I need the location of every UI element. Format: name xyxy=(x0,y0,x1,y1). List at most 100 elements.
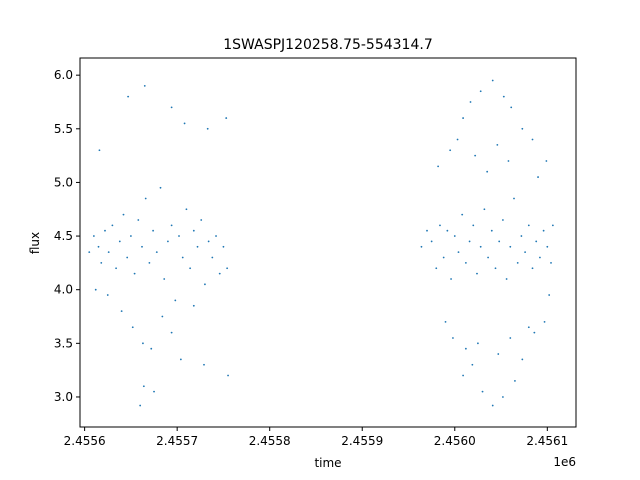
data-point xyxy=(439,224,441,227)
y-tick-label: 5.0 xyxy=(54,175,73,189)
data-point xyxy=(469,101,472,103)
data-point xyxy=(510,106,513,109)
data-point xyxy=(227,374,229,377)
data-point xyxy=(537,176,539,178)
data-point xyxy=(127,95,130,98)
data-point xyxy=(167,240,169,243)
data-point xyxy=(505,278,508,280)
x-tick-label: 2.4561 xyxy=(526,434,568,448)
data-point xyxy=(130,235,132,237)
data-point xyxy=(118,240,121,243)
data-point xyxy=(509,337,512,339)
data-point xyxy=(192,304,195,307)
data-point xyxy=(153,390,155,393)
data-point xyxy=(509,245,512,248)
data-point xyxy=(449,149,452,152)
data-point xyxy=(479,245,482,248)
data-point xyxy=(92,235,95,237)
x-tick-label: 2.4557 xyxy=(156,434,198,448)
data-point xyxy=(535,240,538,243)
data-point xyxy=(88,251,91,254)
data-point xyxy=(502,219,504,221)
y-tick-label: 4.5 xyxy=(54,229,73,243)
data-point xyxy=(222,245,225,248)
data-point xyxy=(444,320,447,323)
data-point xyxy=(150,347,153,350)
data-point xyxy=(183,122,186,125)
x-axis-label: time xyxy=(314,456,341,470)
data-point xyxy=(491,404,494,407)
data-point xyxy=(474,154,477,157)
data-point xyxy=(498,240,501,243)
data-point xyxy=(152,229,155,232)
data-point xyxy=(174,299,177,302)
data-point xyxy=(207,240,210,243)
data-point xyxy=(527,224,530,227)
data-point xyxy=(181,256,184,259)
data-point xyxy=(520,235,523,237)
data-point xyxy=(548,294,551,296)
data-point xyxy=(97,245,100,248)
data-point xyxy=(468,240,471,243)
y-axis-label: flux xyxy=(28,232,42,254)
data-point xyxy=(490,229,493,232)
data-point xyxy=(226,267,229,270)
data-point xyxy=(533,331,536,334)
data-point xyxy=(142,385,145,388)
data-point xyxy=(100,261,103,264)
data-point xyxy=(521,127,524,130)
data-point xyxy=(111,224,114,227)
y-tick-label: 5.5 xyxy=(54,122,73,136)
data-point xyxy=(479,90,482,93)
data-point xyxy=(170,331,173,334)
data-point xyxy=(170,224,173,227)
plot-area-frame xyxy=(79,57,577,428)
data-point xyxy=(189,267,192,270)
x-tick-label: 2.4560 xyxy=(434,434,476,448)
data-point xyxy=(185,208,188,211)
data-point xyxy=(196,245,199,248)
data-point xyxy=(104,229,106,232)
data-point xyxy=(131,326,134,329)
data-point xyxy=(215,235,217,237)
y-tick-label: 6.0 xyxy=(54,68,73,82)
data-point xyxy=(126,256,129,259)
data-point xyxy=(192,229,195,232)
x-tick-label: 2.4559 xyxy=(341,434,383,448)
data-point xyxy=(122,213,125,216)
data-point xyxy=(143,84,146,87)
data-point xyxy=(472,224,475,227)
data-point xyxy=(450,278,452,280)
data-point xyxy=(211,256,214,259)
data-point xyxy=(200,219,203,221)
data-point xyxy=(137,219,140,221)
data-point xyxy=(141,245,143,248)
x-tick-label: 2.4558 xyxy=(249,434,291,448)
data-point xyxy=(481,390,484,393)
data-point xyxy=(457,251,460,254)
y-axis-ticks: 3.0 3.5 4.0 4.5 5.0 5.5 6.0 xyxy=(54,68,80,404)
data-point xyxy=(94,288,97,291)
data-point xyxy=(464,347,467,350)
data-point xyxy=(179,358,182,361)
data-point xyxy=(144,197,147,200)
data-point xyxy=(502,396,504,398)
x-axis-offset-label: 1e6 xyxy=(553,455,576,469)
data-point xyxy=(170,106,173,109)
data-point xyxy=(543,320,546,323)
data-point xyxy=(178,235,180,237)
data-point xyxy=(550,261,552,264)
data-point xyxy=(442,256,445,259)
x-tick-label: 2.4556 xyxy=(64,434,106,448)
data-point xyxy=(430,240,433,243)
data-point xyxy=(107,251,110,254)
data-point xyxy=(546,245,549,248)
data-point xyxy=(502,95,505,98)
data-point xyxy=(464,261,467,264)
data-point xyxy=(159,186,162,189)
data-point xyxy=(524,251,526,254)
data-point xyxy=(483,208,486,211)
data-point xyxy=(531,267,534,270)
y-tick-label: 3.0 xyxy=(54,390,73,404)
data-point xyxy=(551,224,554,227)
